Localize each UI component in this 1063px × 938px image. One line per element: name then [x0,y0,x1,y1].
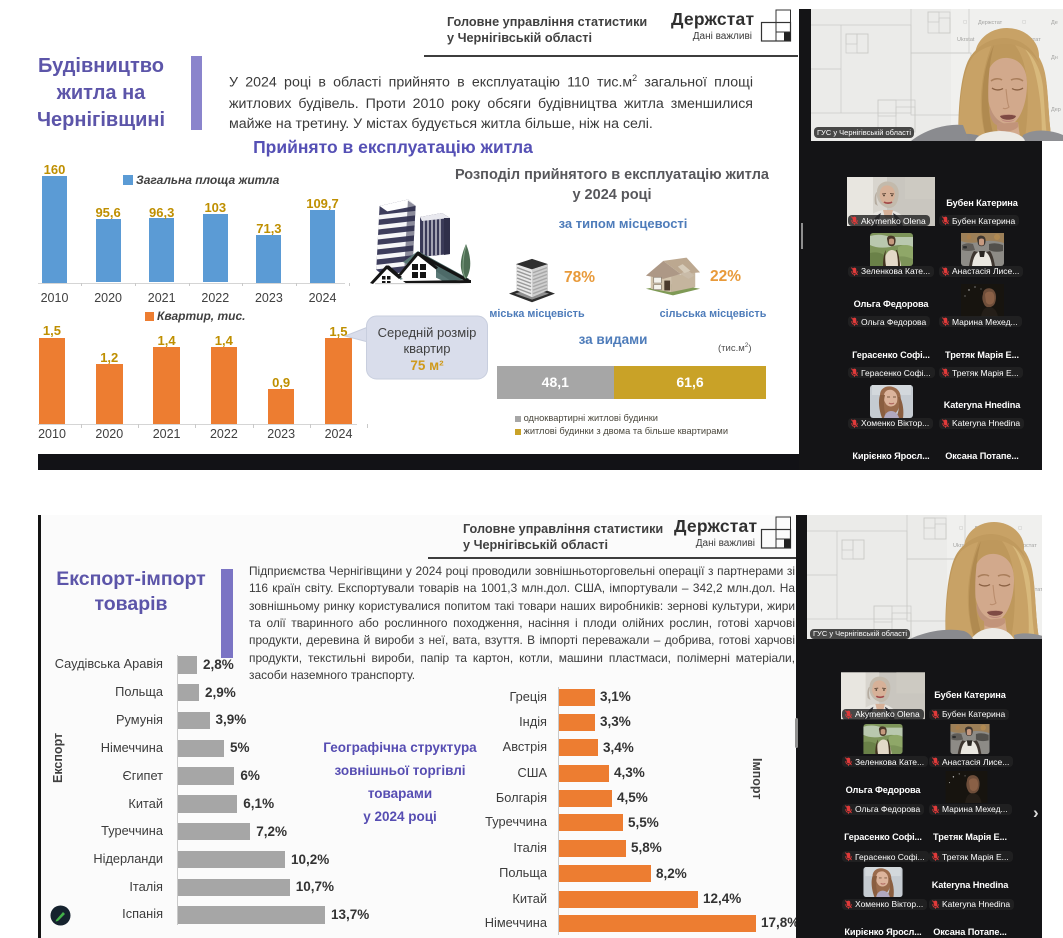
svg-text:Середній розмір: Середній розмір [378,325,477,340]
svg-text:75 м²: 75 м² [410,358,444,373]
svg-text:квартир: квартир [403,341,450,356]
